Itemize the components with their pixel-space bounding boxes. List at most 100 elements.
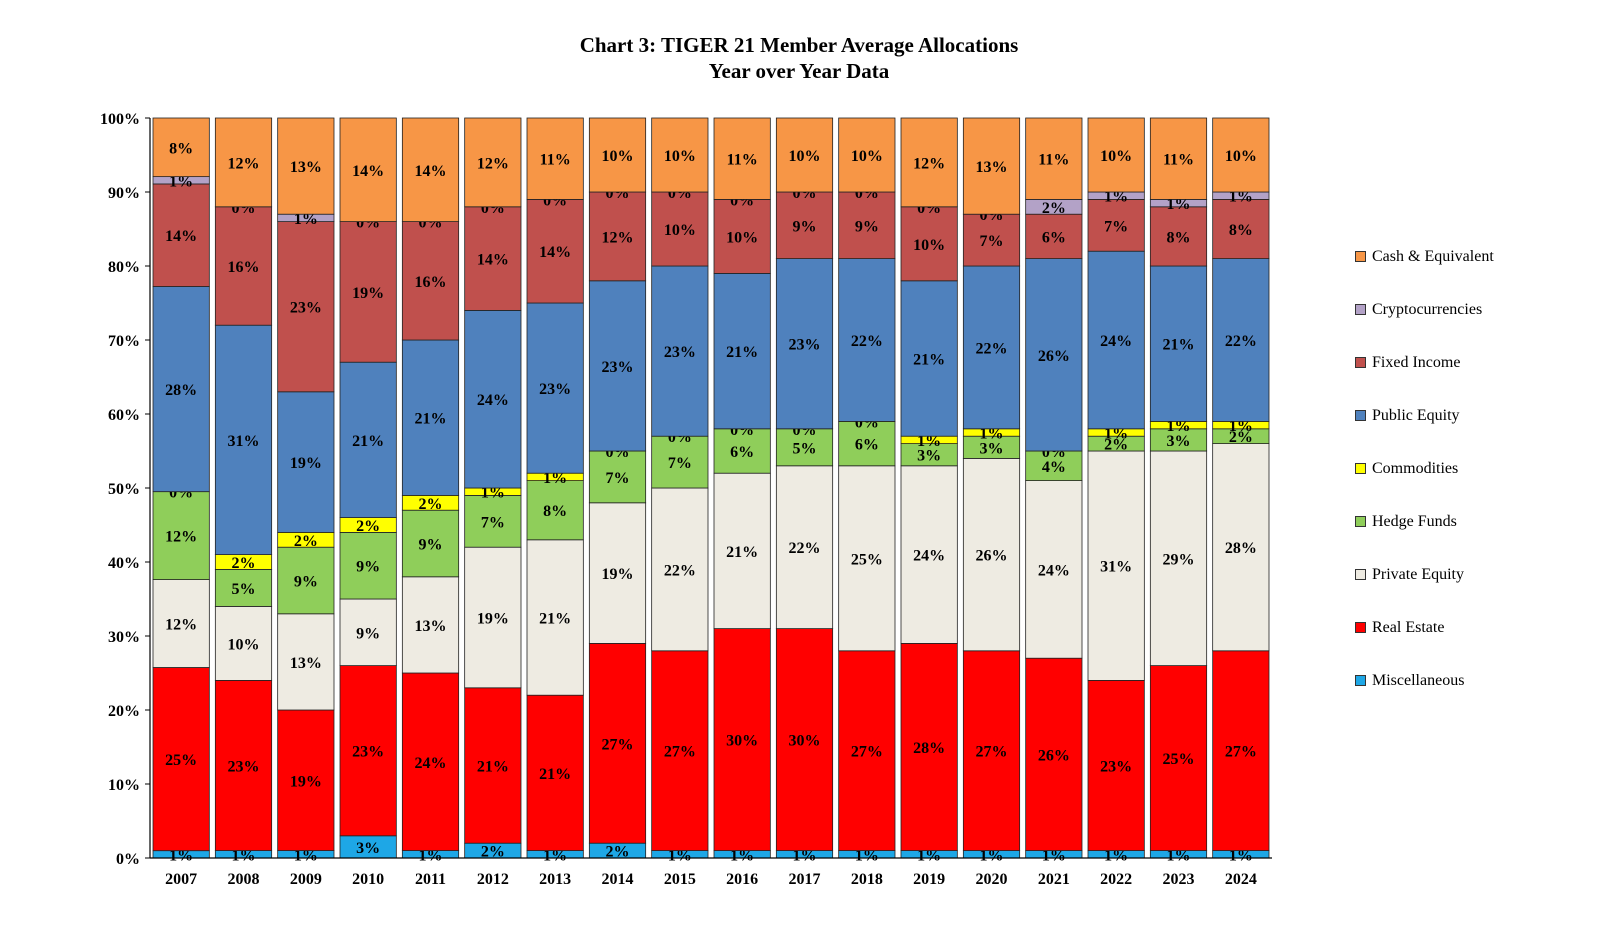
data-label-public-equity: 28% <box>165 382 197 399</box>
data-label-hedge-funds: 2% <box>1229 429 1253 446</box>
data-label-cryptocurrencies: 1% <box>1104 189 1128 206</box>
bar-segment-hedge-funds <box>526 480 584 541</box>
data-label-real-estate: 19% <box>290 773 322 790</box>
bar-segment-fixed-income <box>1212 198 1270 259</box>
data-label-hedge-funds: 7% <box>481 514 505 531</box>
bar-segment-cash-equivalent <box>464 117 522 208</box>
bar-stack-2022: 1%23%31%2%1%24%7%1%10% <box>1087 117 1145 864</box>
data-label-hedge-funds: 6% <box>730 444 754 461</box>
data-label-real-estate: 27% <box>976 744 1008 761</box>
data-label-private-equity: 25% <box>851 551 883 568</box>
data-label-public-equity: 24% <box>1100 333 1132 350</box>
data-label-commodities: 1% <box>543 470 567 487</box>
data-label-cash-equivalent: 14% <box>352 163 384 180</box>
data-label-fixed-income: 9% <box>855 218 879 235</box>
legend-item-cash: Cash & Equivalent <box>1355 230 1585 283</box>
bar-segment-hedge-funds <box>152 491 210 580</box>
data-label-miscellaneous: 1% <box>543 847 567 864</box>
data-label-public-equity: 22% <box>851 333 883 350</box>
bar-segment-fixed-income <box>277 221 335 393</box>
chart-subtitle: Year over Year Data <box>708 59 890 83</box>
legend-swatch <box>1355 463 1366 474</box>
x-tick-label: 2010 <box>352 871 384 888</box>
bar-segment-hedge-funds <box>214 569 273 607</box>
bar-segment-public-equity <box>713 272 771 430</box>
bar-stack-2012: 2%21%19%7%1%24%14%0%12% <box>464 117 522 861</box>
bar-segment-fixed-income <box>713 198 771 274</box>
bar-segment-public-equity <box>1025 258 1083 452</box>
data-label-real-estate: 26% <box>1038 747 1070 764</box>
bar-segment-cash-equivalent <box>1149 117 1208 200</box>
bar-segment-hedge-funds <box>651 435 709 489</box>
bar-segment-public-equity <box>962 265 1021 430</box>
data-label-miscellaneous: 1% <box>232 847 256 864</box>
bar-stack-2017: 1%30%22%5%0%23%9%0%10% <box>775 117 834 864</box>
data-label-miscellaneous: 2% <box>481 844 505 861</box>
data-label-commodities: 1% <box>917 433 941 450</box>
x-tick-label: 2024 <box>1225 871 1257 888</box>
bar-stack-2007: 1%25%12%12%0%28%14%1%8% <box>152 117 210 864</box>
data-label-private-equity: 19% <box>477 611 509 628</box>
bar-segment-private-equity <box>526 539 584 696</box>
bar-segment-hedge-funds <box>1025 450 1083 482</box>
legend-item-real-estate: Real Estate <box>1355 601 1585 654</box>
bar-segment-real-estate <box>713 628 771 851</box>
bar-stack-2008: 1%23%10%5%2%31%16%0%12% <box>214 117 273 864</box>
bar-segment-private-equity <box>339 598 397 666</box>
bar-segment-fixed-income <box>152 183 210 287</box>
bar-segment-cash-equivalent <box>152 117 210 178</box>
data-label-private-equity: 24% <box>1038 562 1070 579</box>
data-label-commodities: 2% <box>294 533 318 550</box>
data-label-cash-equivalent: 10% <box>851 148 883 165</box>
data-label-public-equity: 23% <box>539 381 571 398</box>
bar-segment-fixed-income <box>1025 213 1083 259</box>
bar-segment-fixed-income <box>1149 206 1208 267</box>
y-tick-label: 20% <box>108 703 140 720</box>
data-label-hedge-funds: 3% <box>1167 433 1191 450</box>
y-tick-label: 40% <box>108 555 140 572</box>
data-label-real-estate: 25% <box>165 752 197 769</box>
bar-segment-cash-equivalent <box>775 117 834 193</box>
bar-segment-cash-equivalent <box>651 117 709 193</box>
bar-segment-fixed-income <box>588 191 647 282</box>
bar-segment-hedge-funds <box>339 532 397 600</box>
data-label-cash-equivalent: 14% <box>415 163 447 180</box>
bar-segment-real-estate <box>775 628 834 851</box>
bar-segment-real-estate <box>1149 665 1208 851</box>
bar-segment-private-equity <box>651 487 709 652</box>
bar-segment-public-equity <box>775 258 834 430</box>
x-tick-label: 2016 <box>726 871 758 888</box>
data-label-hedge-funds: 5% <box>232 581 256 598</box>
data-label-real-estate: 25% <box>1163 751 1195 768</box>
data-label-fixed-income: 8% <box>1229 222 1253 239</box>
data-label-cash-equivalent: 10% <box>602 148 634 165</box>
bar-segment-fixed-income <box>339 221 397 363</box>
legend-item-fixed-income: Fixed Income <box>1355 336 1585 389</box>
data-label-miscellaneous: 1% <box>855 847 879 864</box>
bar-stack-2010: 3%23%9%9%2%21%19%0%14% <box>339 117 397 859</box>
bar-segment-cash-equivalent <box>900 117 958 208</box>
bar-segment-public-equity <box>214 324 273 556</box>
data-label-real-estate: 30% <box>726 733 758 750</box>
data-label-fixed-income: 10% <box>726 229 758 246</box>
data-label-private-equity: 21% <box>726 544 758 561</box>
bar-segment-private-equity <box>1025 480 1083 659</box>
bar-segment-fixed-income <box>401 221 460 341</box>
data-label-private-equity: 26% <box>976 548 1008 565</box>
bar-segment-public-equity <box>838 258 896 422</box>
chart-title: Chart 3: TIGER 21 Member Average Allocat… <box>579 33 1019 57</box>
data-label-miscellaneous: 1% <box>169 847 193 864</box>
bar-segment-private-equity <box>775 465 834 629</box>
x-tick-label: 2022 <box>1100 871 1132 888</box>
data-label-hedge-funds: 4% <box>1042 459 1066 476</box>
data-label-public-equity: 21% <box>913 352 945 369</box>
data-label-fixed-income: 10% <box>913 237 945 254</box>
data-label-hedge-funds: 9% <box>356 559 380 576</box>
bar-segment-real-estate <box>526 694 584 852</box>
x-tick-label: 2020 <box>976 871 1008 888</box>
x-tick-label: 2014 <box>602 871 634 888</box>
x-tick-label: 2013 <box>539 871 571 888</box>
data-label-miscellaneous: 1% <box>1042 847 1066 864</box>
data-label-private-equity: 13% <box>415 618 447 635</box>
bar-segment-fixed-income <box>651 191 709 267</box>
